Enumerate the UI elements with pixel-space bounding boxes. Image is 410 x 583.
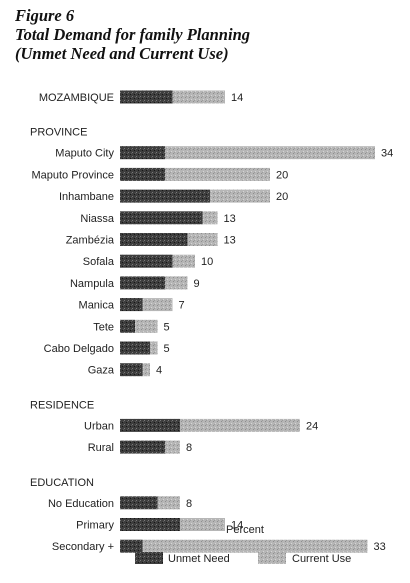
bar-unmet-need-niassa [120,211,203,225]
bars-layer: MOZAMBIQUE 14 PROVINCE Maputo City 34 Maputo … [30,90,393,553]
bar-unmet-need-no-education [120,496,158,510]
value-label-inhambane: 20 [276,191,288,203]
figure-title-line-1: Total Demand for family Planning [15,25,250,44]
bar-current-use-maputo-province [165,167,270,181]
value-label-maputo-city: 34 [381,148,393,160]
bar-unmet-need-gaza [120,363,143,377]
bar-current-use-manica [142,298,173,312]
category-label-no-education: No Education [48,498,114,510]
category-label-urban: Urban [84,420,114,432]
bar-unmet-need-cabo-delgado [120,341,150,355]
bar-unmet-need-rural [120,440,165,454]
bar-current-use-mozambique [172,90,225,104]
figure-number: Figure 6 [15,6,75,25]
value-label-manica: 7 [179,300,185,312]
value-label-tete: 5 [164,321,170,333]
category-label-secondary: Secondary + [52,541,114,553]
bar-unmet-need-manica [120,298,143,312]
bar-current-use-inhambane [210,189,270,203]
value-label-secondary: 33 [374,541,386,553]
legend-swatch-unmet-need [135,552,163,564]
bar-unmet-need-primary [120,518,180,531]
category-label-rural: Rural [88,442,114,454]
bar-current-use-no-education [157,496,180,510]
value-label-zambezia: 13 [224,235,236,247]
value-label-niassa: 13 [224,213,236,225]
bar-unmet-need-tete [120,319,135,333]
bar-current-use-sofala [172,254,195,268]
bar-unmet-need-maputo-province [120,167,165,181]
bar-unmet-need-zambezia [120,233,188,246]
category-label-manica: Manica [79,300,115,312]
bar-current-use-cabo-delgado [150,341,158,355]
x-axis-label: Percent [226,524,264,536]
bar-current-use-urban [180,418,300,432]
value-label-primary: 14 [231,520,243,532]
bar-current-use-rural [165,440,180,454]
value-label-rural: 8 [186,442,192,454]
category-label-cabo-delgado: Cabo Delgado [44,343,114,355]
value-label-maputo-province: 20 [276,169,288,181]
category-label-sofala: Sofala [83,256,115,268]
figure-title-line-2: (Unmet Need and Current Use) [15,44,229,63]
bar-current-use-maputo-city [165,146,375,160]
bar-current-use-secondary [142,539,368,553]
bar-unmet-need-nampula [120,276,165,290]
value-label-urban: 24 [306,420,318,432]
value-label-no-education: 8 [186,498,192,510]
bar-unmet-need-urban [120,418,180,432]
value-label-gaza: 4 [156,365,162,377]
legend-label-current-use: Current Use [292,553,351,565]
category-label-inhambane: Inhambane [59,191,114,203]
value-label-cabo-delgado: 5 [164,343,170,355]
bar-current-use-zambezia [187,233,218,246]
figure-title: Figure 6 Total Demand for family Plannin… [15,6,250,63]
bar-unmet-need-secondary [120,539,143,553]
category-label-maputo-province: Maputo Province [31,169,114,181]
section-label-residence: RESIDENCE [30,399,94,411]
category-label-maputo-city: Maputo City [55,148,114,160]
category-label-nampula: Nampula [70,278,115,290]
category-label-primary: Primary [76,520,114,532]
bar-current-use-nampula [165,276,188,290]
category-label-niassa: Niassa [80,213,115,225]
bar-current-use-niassa [202,211,218,225]
legend-item-unmet-need: Unmet Need [135,552,230,565]
category-label-zambezia: Zambézia [66,235,115,247]
bar-unmet-need-mozambique [120,90,173,104]
section-label-province: PROVINCE [30,127,87,139]
legend-swatch-current-use [258,552,286,564]
bar-current-use-primary [180,518,225,531]
category-label-tete: Tete [93,321,114,333]
category-label-gaza: Gaza [88,365,115,377]
legend: Unmet Need Current Use [135,552,351,565]
value-label-mozambique: 14 [231,92,243,104]
value-label-sofala: 10 [201,256,213,268]
bar-unmet-need-sofala [120,254,173,268]
legend-item-current-use: Current Use [258,552,351,565]
bar-unmet-need-inhambane [120,189,210,203]
category-label-mozambique: MOZAMBIQUE [39,92,114,104]
value-label-nampula: 9 [194,278,200,290]
bar-current-use-gaza [142,363,150,377]
bar-current-use-tete [135,319,158,333]
bar-unmet-need-maputo-city [120,146,165,160]
legend-label-unmet-need: Unmet Need [168,553,230,565]
section-label-education: EDUCATION [30,477,94,489]
